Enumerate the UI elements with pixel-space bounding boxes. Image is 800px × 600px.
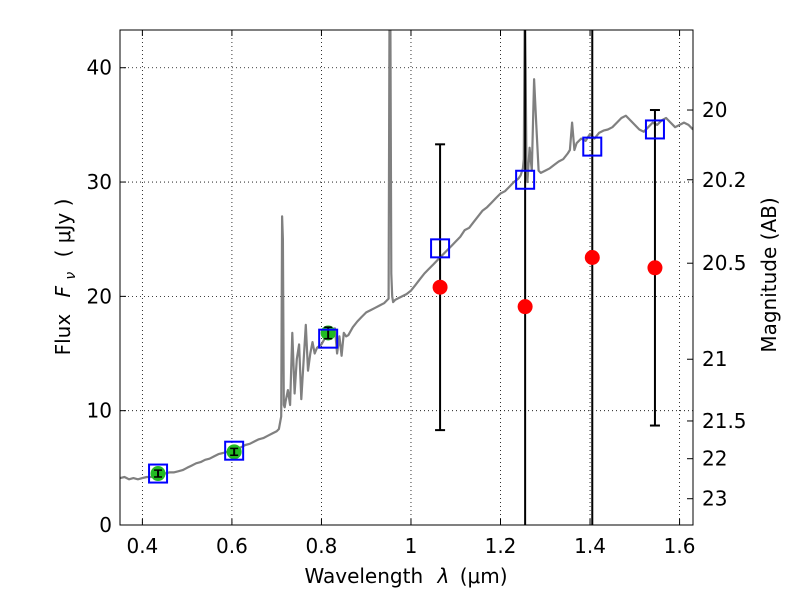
data-series xyxy=(120,30,693,525)
nir-point xyxy=(584,249,600,265)
y-axis-label-text: Flux xyxy=(51,314,75,356)
y-tick-label: 40 xyxy=(87,56,112,80)
y2-tick-label: 20.5 xyxy=(702,251,747,275)
plot-area xyxy=(120,30,693,525)
y2-tick-label: 21 xyxy=(702,347,727,371)
y2-tick-label: 23 xyxy=(702,487,727,511)
model-photometry-square xyxy=(582,136,603,157)
model-photometry-square xyxy=(224,440,245,461)
y2-tick-label: 21.5 xyxy=(702,409,747,433)
x-tick-label: 0.6 xyxy=(216,534,248,558)
y2-axis-label: Magnitude (AB) xyxy=(757,197,781,352)
y2-tick-label: 22 xyxy=(702,447,727,471)
x-tick-label: 1.6 xyxy=(664,534,696,558)
nir-point xyxy=(517,299,533,315)
clipped-series xyxy=(120,30,693,525)
model-photometry-square xyxy=(430,238,451,259)
x-tick-label: 0.8 xyxy=(306,534,338,558)
y2-tick-label: 20.2 xyxy=(702,168,747,192)
model-photometry-square xyxy=(318,328,339,349)
y-axis-label-symbol: F xyxy=(51,285,75,297)
y-axis-label-unit: ( μJy ) xyxy=(51,199,75,258)
y-tick-label: 30 xyxy=(87,170,112,194)
x-tick-label: 1 xyxy=(405,534,418,558)
y-tick-label: 10 xyxy=(87,399,112,423)
x-tick-label: 0.4 xyxy=(126,534,158,558)
y-tick-label: 0 xyxy=(99,513,112,537)
y-tick-label: 20 xyxy=(87,284,112,308)
x-axis-label-text: Wavelength xyxy=(304,564,423,588)
x-tick-label: 1.4 xyxy=(574,534,606,558)
model-photometry-square xyxy=(148,463,169,484)
x-axis-label-symbol: λ xyxy=(437,564,450,588)
x-axis-label: Wavelength λ (μm) xyxy=(304,564,507,588)
y-axis-label-subscript: ν xyxy=(63,272,79,280)
x-axis-label-unit: (μm) xyxy=(460,564,508,588)
x-tick-label: 1.2 xyxy=(485,534,517,558)
model-photometry-square xyxy=(644,119,665,140)
y-axis-label: Flux F ν ( μJy ) xyxy=(51,199,80,356)
nir-point xyxy=(432,279,448,295)
model-photometry-square xyxy=(515,169,536,190)
nir-point xyxy=(647,260,663,276)
axes: 0.4 0.6 0.8 1 1.2 1.4 1.6 0 10 20 30 40 20 20.2 20.5 21… xyxy=(87,30,747,558)
plot-frame xyxy=(119,29,694,526)
y2-tick-label: 20 xyxy=(702,98,727,122)
